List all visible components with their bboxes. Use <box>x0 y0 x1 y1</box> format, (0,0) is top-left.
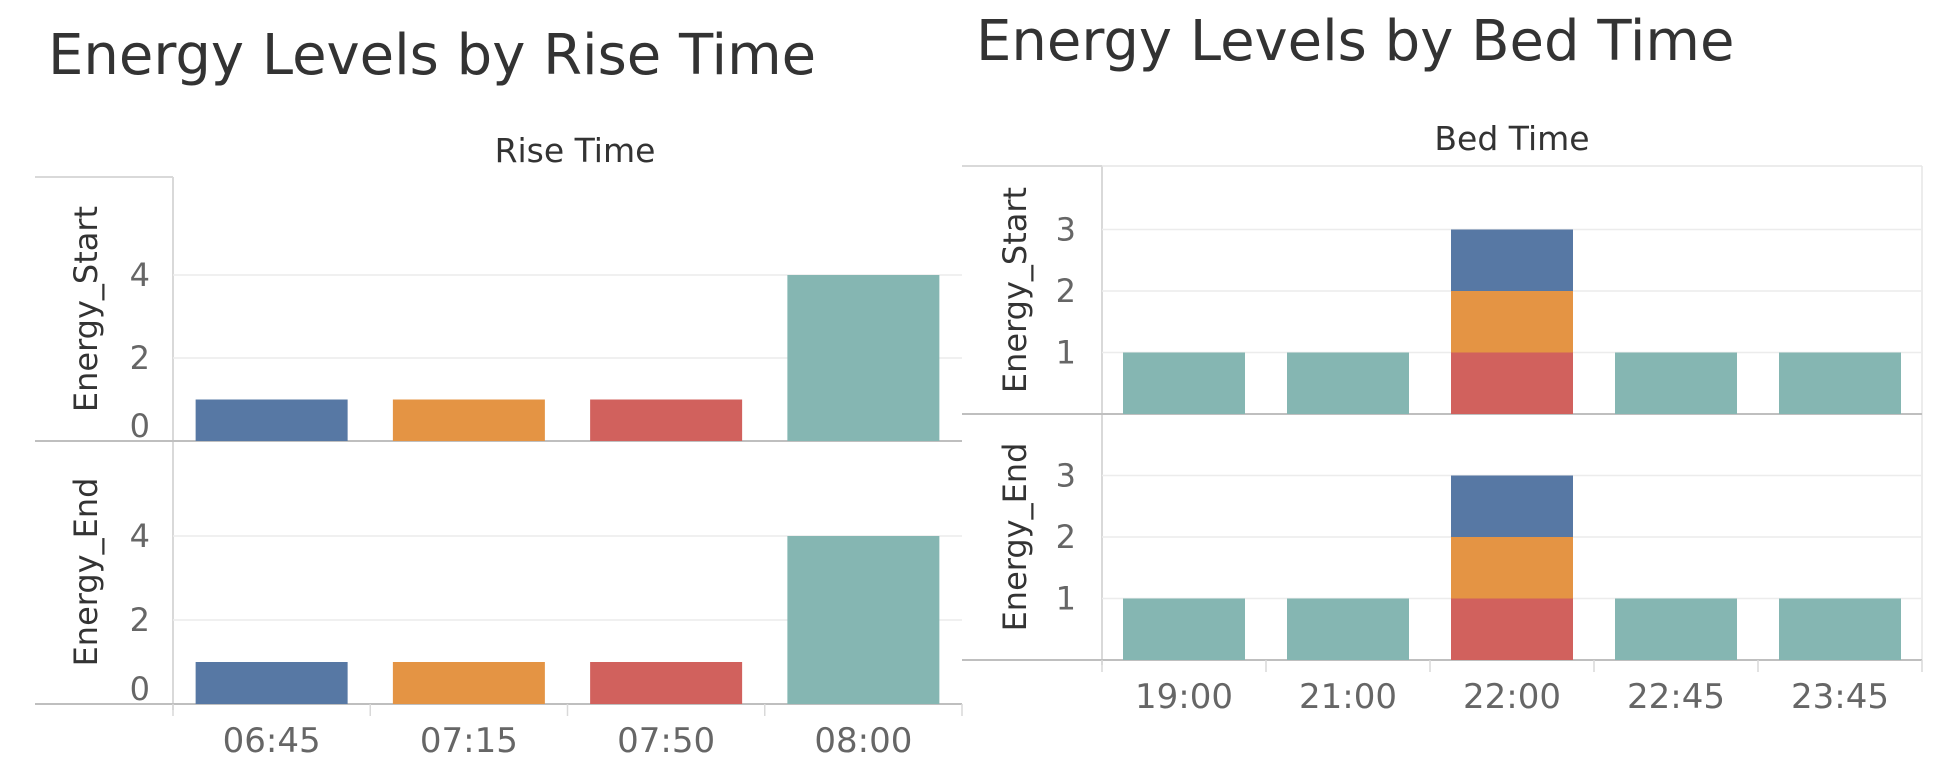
x-tick-label: 22:00 <box>1463 677 1561 717</box>
y-tick-label: 2 <box>130 601 150 639</box>
y-tick-label: 0 <box>130 670 150 708</box>
bar-segment <box>1451 537 1573 599</box>
y-tick-label: 4 <box>130 517 150 555</box>
bar-segment <box>195 399 348 441</box>
x-tick-label: 21:00 <box>1299 677 1397 717</box>
column-header: Rise Time <box>495 131 656 170</box>
y-tick-label: 3 <box>1056 211 1076 249</box>
y-tick-label: 0 <box>130 407 150 445</box>
y-tick-label: 1 <box>1056 334 1076 372</box>
x-tick-label: 23:45 <box>1791 677 1889 717</box>
chart-title: Energy Levels by Rise Time <box>48 23 816 88</box>
x-tick-marks <box>172 704 963 716</box>
bar-segment <box>1123 352 1245 414</box>
bar-segment <box>1779 352 1901 414</box>
y-tick-label: 2 <box>1056 518 1076 556</box>
bar-segment <box>1287 352 1409 414</box>
x-tick-labels: 19:00 21:00 22:00 22:45 23:45 <box>1135 677 1889 717</box>
bar-segment <box>787 275 940 441</box>
x-tick-labels: 06:45 07:15 07:50 08:00 <box>223 721 913 761</box>
y-tick-labels: 0 2 4 0 2 4 <box>130 256 150 708</box>
x-tick-label: 08:00 <box>814 721 912 761</box>
row-header-energy-start: Energy_Start <box>996 187 1034 393</box>
bar-segment <box>1123 598 1245 660</box>
bar-segment <box>1451 291 1573 353</box>
bar-segment <box>1451 229 1573 291</box>
bar-segment <box>1451 598 1573 660</box>
x-tick-label: 07:50 <box>617 721 715 761</box>
rise-time-chart: Energy Levels by Rise Time Rise Time 0 2 4… <box>35 23 963 761</box>
bar-segment <box>1779 598 1901 660</box>
x-tick-label: 06:45 <box>223 721 321 761</box>
chart-title: Energy Levels by Bed Time <box>976 9 1734 74</box>
bar-segment <box>590 662 743 704</box>
x-tick-marks <box>1101 660 1923 672</box>
row-header-energy-end: Energy_End <box>67 478 105 667</box>
y-tick-label: 3 <box>1056 457 1076 495</box>
column-header: Bed Time <box>1434 119 1589 158</box>
bar-segment <box>787 536 940 704</box>
bars <box>1123 229 1901 660</box>
bar-segment <box>1287 598 1409 660</box>
row-header-energy-start: Energy_Start <box>67 206 105 412</box>
bar-segment <box>1451 475 1573 537</box>
row-header-energy-end: Energy_End <box>996 443 1034 632</box>
y-tick-label: 4 <box>130 256 150 294</box>
y-tick-label: 2 <box>1056 272 1076 310</box>
x-tick-label: 19:00 <box>1135 677 1233 717</box>
bar-segment <box>1615 598 1737 660</box>
y-tick-label: 1 <box>1056 580 1076 618</box>
bar-segment <box>1615 352 1737 414</box>
bar-segment <box>392 662 545 704</box>
bar-segment <box>195 662 348 704</box>
bars <box>195 275 940 704</box>
x-tick-label: 22:45 <box>1627 677 1725 717</box>
bed-time-chart: Energy Levels by Bed Time Bed Time 1 2 3 1 2… <box>962 9 1923 717</box>
x-tick-label: 07:15 <box>420 721 518 761</box>
bar-segment <box>590 399 743 441</box>
bar-segment <box>392 399 545 441</box>
bar-segment <box>1451 352 1573 414</box>
y-tick-label: 2 <box>130 339 150 377</box>
y-tick-labels: 1 2 3 1 2 3 <box>1056 211 1076 618</box>
